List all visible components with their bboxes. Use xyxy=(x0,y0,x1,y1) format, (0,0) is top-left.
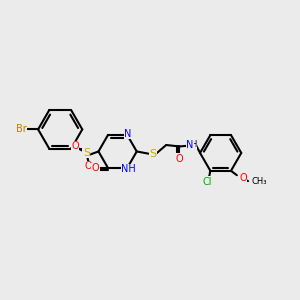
Text: NH: NH xyxy=(121,164,136,174)
Text: O: O xyxy=(71,142,79,152)
Text: O: O xyxy=(176,154,183,164)
Text: S: S xyxy=(149,149,157,159)
Text: N: N xyxy=(124,129,131,139)
Text: Br: Br xyxy=(16,124,26,134)
Text: N: N xyxy=(186,140,194,150)
Text: Cl: Cl xyxy=(203,177,212,187)
Text: S: S xyxy=(83,148,90,158)
Text: O: O xyxy=(92,163,100,173)
Text: CH₃: CH₃ xyxy=(252,177,267,186)
Text: O: O xyxy=(85,161,92,171)
Text: O: O xyxy=(239,173,247,183)
Text: H: H xyxy=(190,140,197,149)
